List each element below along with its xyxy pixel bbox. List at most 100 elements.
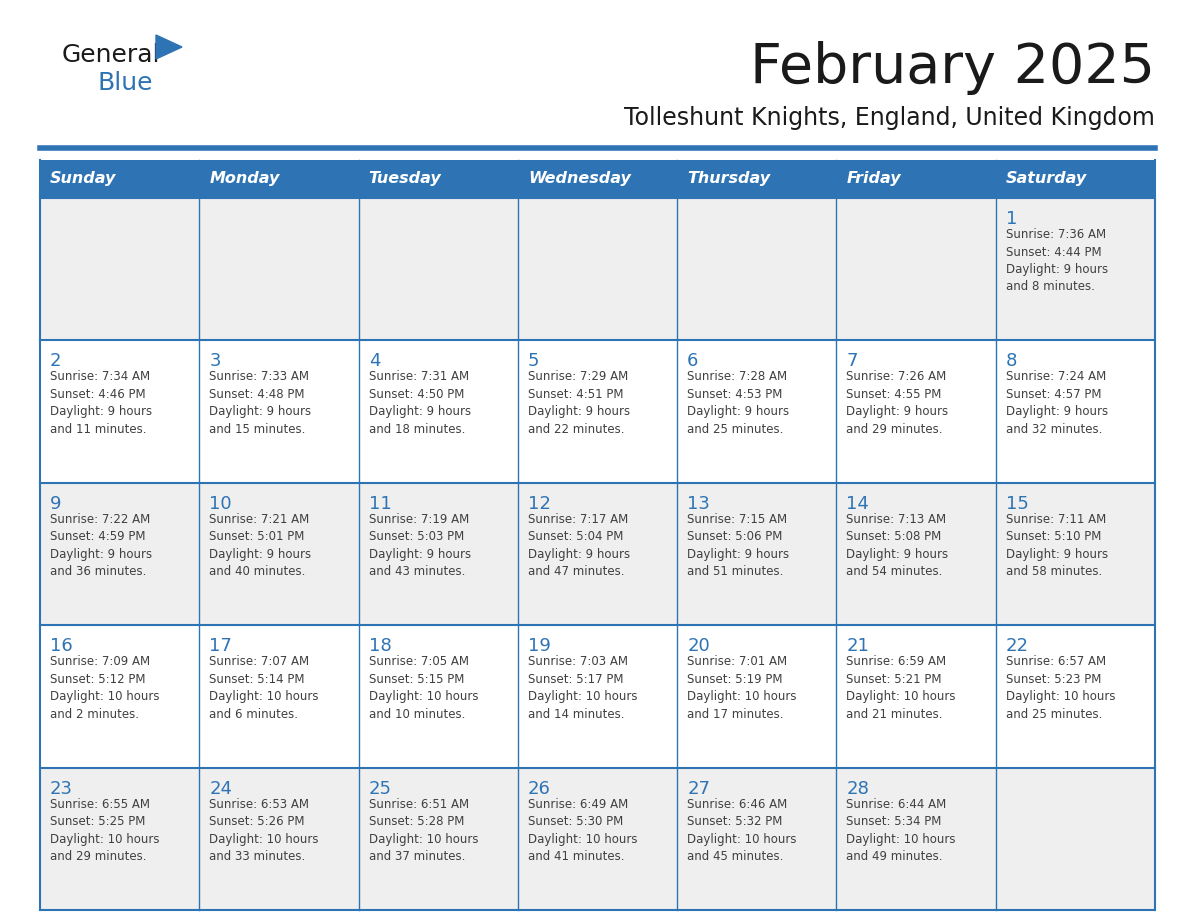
Text: Daylight: 10 hours: Daylight: 10 hours xyxy=(527,690,637,703)
Text: Sunrise: 7:36 AM: Sunrise: 7:36 AM xyxy=(1006,228,1106,241)
Text: 6: 6 xyxy=(687,353,699,370)
Text: and 49 minutes.: and 49 minutes. xyxy=(846,850,943,863)
Text: Daylight: 10 hours: Daylight: 10 hours xyxy=(368,833,478,845)
Text: Sunrise: 7:22 AM: Sunrise: 7:22 AM xyxy=(50,513,150,526)
Bar xyxy=(40,198,200,341)
Text: Daylight: 9 hours: Daylight: 9 hours xyxy=(50,406,152,419)
Text: 26: 26 xyxy=(527,779,551,798)
Text: 7: 7 xyxy=(846,353,858,370)
Text: Daylight: 10 hours: Daylight: 10 hours xyxy=(846,833,956,845)
Text: Sunday: Sunday xyxy=(50,172,116,186)
Text: Blue: Blue xyxy=(97,71,153,95)
Text: and 58 minutes.: and 58 minutes. xyxy=(1006,565,1102,578)
Text: Daylight: 10 hours: Daylight: 10 hours xyxy=(687,833,797,845)
Text: Sunrise: 7:11 AM: Sunrise: 7:11 AM xyxy=(1006,513,1106,526)
Text: February 2025: February 2025 xyxy=(750,41,1155,95)
Bar xyxy=(40,341,200,483)
Text: Daylight: 10 hours: Daylight: 10 hours xyxy=(50,690,159,703)
Text: Sunset: 5:19 PM: Sunset: 5:19 PM xyxy=(687,673,783,686)
Bar xyxy=(836,625,996,767)
Text: Sunrise: 7:29 AM: Sunrise: 7:29 AM xyxy=(527,370,628,384)
Text: Daylight: 9 hours: Daylight: 9 hours xyxy=(368,548,470,561)
Text: 11: 11 xyxy=(368,495,391,513)
Text: Sunset: 4:53 PM: Sunset: 4:53 PM xyxy=(687,388,783,401)
Text: 2: 2 xyxy=(50,353,62,370)
Text: 22: 22 xyxy=(1006,637,1029,655)
Text: 13: 13 xyxy=(687,495,710,513)
Text: and 41 minutes.: and 41 minutes. xyxy=(527,850,625,863)
Text: and 25 minutes.: and 25 minutes. xyxy=(1006,708,1102,721)
Text: 8: 8 xyxy=(1006,353,1017,370)
Text: 21: 21 xyxy=(846,637,870,655)
Text: Monday: Monday xyxy=(209,172,279,186)
Text: Daylight: 9 hours: Daylight: 9 hours xyxy=(1006,548,1108,561)
Text: 4: 4 xyxy=(368,353,380,370)
Text: Sunset: 5:01 PM: Sunset: 5:01 PM xyxy=(209,531,304,543)
Text: Sunset: 5:14 PM: Sunset: 5:14 PM xyxy=(209,673,305,686)
Text: Daylight: 10 hours: Daylight: 10 hours xyxy=(368,690,478,703)
Text: Sunset: 5:23 PM: Sunset: 5:23 PM xyxy=(1006,673,1101,686)
Text: and 33 minutes.: and 33 minutes. xyxy=(209,850,305,863)
Polygon shape xyxy=(156,35,182,59)
Text: and 54 minutes.: and 54 minutes. xyxy=(846,565,943,578)
Text: 1: 1 xyxy=(1006,210,1017,228)
Text: 16: 16 xyxy=(50,637,72,655)
Bar xyxy=(200,160,359,198)
Bar xyxy=(996,483,1155,625)
Text: Tolleshunt Knights, England, United Kingdom: Tolleshunt Knights, England, United King… xyxy=(624,106,1155,130)
Text: and 21 minutes.: and 21 minutes. xyxy=(846,708,943,721)
Bar xyxy=(200,767,359,910)
Text: Sunrise: 7:34 AM: Sunrise: 7:34 AM xyxy=(50,370,150,384)
Bar xyxy=(359,198,518,341)
Text: Daylight: 10 hours: Daylight: 10 hours xyxy=(50,833,159,845)
Text: Sunrise: 6:55 AM: Sunrise: 6:55 AM xyxy=(50,798,150,811)
Text: Sunrise: 7:15 AM: Sunrise: 7:15 AM xyxy=(687,513,788,526)
Text: Thursday: Thursday xyxy=(687,172,770,186)
Bar xyxy=(677,483,836,625)
Bar xyxy=(836,160,996,198)
Text: Sunrise: 7:28 AM: Sunrise: 7:28 AM xyxy=(687,370,788,384)
Text: Sunrise: 7:31 AM: Sunrise: 7:31 AM xyxy=(368,370,469,384)
Text: Sunrise: 7:19 AM: Sunrise: 7:19 AM xyxy=(368,513,469,526)
Bar xyxy=(200,483,359,625)
Bar xyxy=(836,483,996,625)
Text: Sunset: 4:50 PM: Sunset: 4:50 PM xyxy=(368,388,465,401)
Text: Sunset: 5:03 PM: Sunset: 5:03 PM xyxy=(368,531,463,543)
Text: Sunrise: 7:05 AM: Sunrise: 7:05 AM xyxy=(368,655,468,668)
Text: and 29 minutes.: and 29 minutes. xyxy=(846,423,943,436)
Text: Sunrise: 7:13 AM: Sunrise: 7:13 AM xyxy=(846,513,947,526)
Text: 24: 24 xyxy=(209,779,233,798)
Text: and 14 minutes.: and 14 minutes. xyxy=(527,708,625,721)
Bar xyxy=(836,767,996,910)
Bar xyxy=(40,483,200,625)
Text: Tuesday: Tuesday xyxy=(368,172,441,186)
Text: Friday: Friday xyxy=(846,172,901,186)
Bar xyxy=(996,198,1155,341)
Bar xyxy=(677,198,836,341)
Text: and 18 minutes.: and 18 minutes. xyxy=(368,423,465,436)
Text: and 22 minutes.: and 22 minutes. xyxy=(527,423,625,436)
Bar xyxy=(996,767,1155,910)
Text: 17: 17 xyxy=(209,637,232,655)
Bar xyxy=(200,625,359,767)
Text: Sunrise: 7:09 AM: Sunrise: 7:09 AM xyxy=(50,655,150,668)
Bar xyxy=(677,625,836,767)
Text: and 51 minutes.: and 51 minutes. xyxy=(687,565,784,578)
Text: Daylight: 10 hours: Daylight: 10 hours xyxy=(527,833,637,845)
Bar xyxy=(359,625,518,767)
Text: Sunrise: 6:57 AM: Sunrise: 6:57 AM xyxy=(1006,655,1106,668)
Text: and 17 minutes.: and 17 minutes. xyxy=(687,708,784,721)
Text: Sunset: 5:17 PM: Sunset: 5:17 PM xyxy=(527,673,624,686)
Bar xyxy=(518,160,677,198)
Text: Sunset: 4:51 PM: Sunset: 4:51 PM xyxy=(527,388,624,401)
Text: Sunset: 5:08 PM: Sunset: 5:08 PM xyxy=(846,531,942,543)
Text: Sunrise: 7:33 AM: Sunrise: 7:33 AM xyxy=(209,370,309,384)
Text: and 40 minutes.: and 40 minutes. xyxy=(209,565,305,578)
Bar xyxy=(200,341,359,483)
Text: Sunrise: 6:51 AM: Sunrise: 6:51 AM xyxy=(368,798,469,811)
Bar xyxy=(518,767,677,910)
Text: Daylight: 9 hours: Daylight: 9 hours xyxy=(368,406,470,419)
Bar xyxy=(677,160,836,198)
Text: Daylight: 9 hours: Daylight: 9 hours xyxy=(527,406,630,419)
Text: Sunrise: 6:59 AM: Sunrise: 6:59 AM xyxy=(846,655,947,668)
